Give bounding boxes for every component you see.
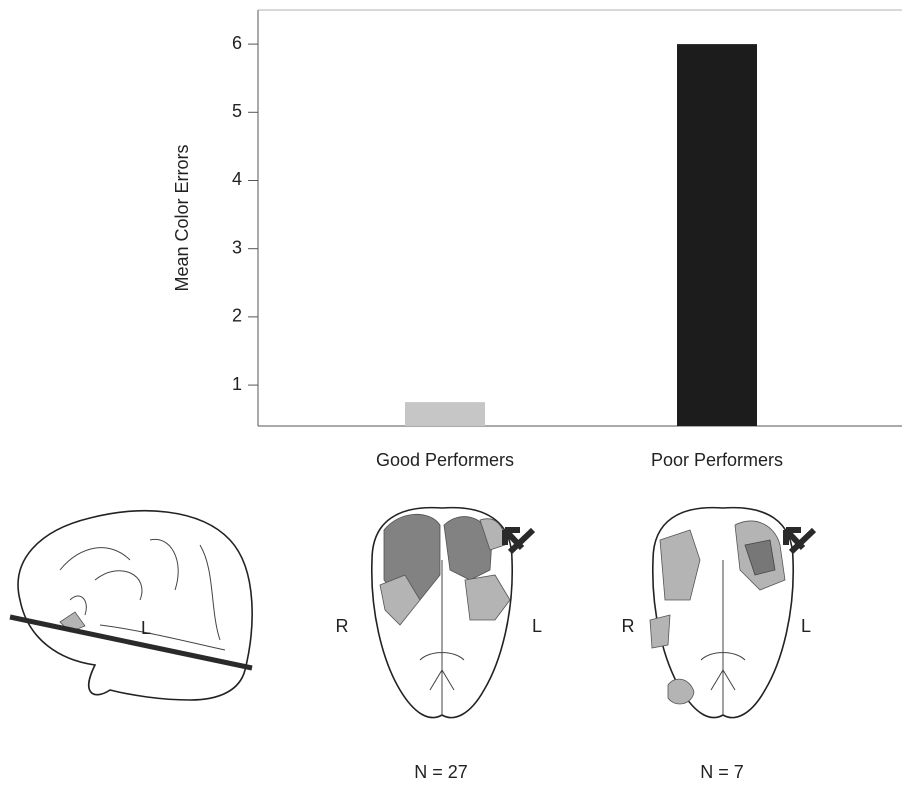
y-tick-label: 1 xyxy=(232,374,242,394)
axial-brain-poor xyxy=(650,508,814,718)
x-tick-label: Poor Performers xyxy=(651,450,783,470)
sagittal-brain xyxy=(10,511,252,700)
annotation: R xyxy=(622,616,635,636)
annotation: N = 27 xyxy=(414,762,468,782)
x-tick-label: Good Performers xyxy=(376,450,514,470)
figure: Mean Color Errors 1 2 3 4 5 6 Good Performers P… xyxy=(0,0,902,789)
y-tick-label: 6 xyxy=(232,33,242,53)
y-axis-label: Mean Color Errors xyxy=(172,144,192,291)
axial-brain-good xyxy=(372,508,533,718)
bar xyxy=(405,402,485,426)
annotation: N = 7 xyxy=(700,762,744,782)
y-tick-label: 4 xyxy=(232,169,242,189)
y-tick-label: 2 xyxy=(232,306,242,326)
annotation: L xyxy=(801,616,811,636)
annotation: L xyxy=(532,616,542,636)
annotation: R xyxy=(336,616,349,636)
y-tick-label: 5 xyxy=(232,101,242,121)
annotation: L xyxy=(141,618,151,638)
y-tick-label: 3 xyxy=(232,237,242,257)
bar xyxy=(677,44,757,426)
